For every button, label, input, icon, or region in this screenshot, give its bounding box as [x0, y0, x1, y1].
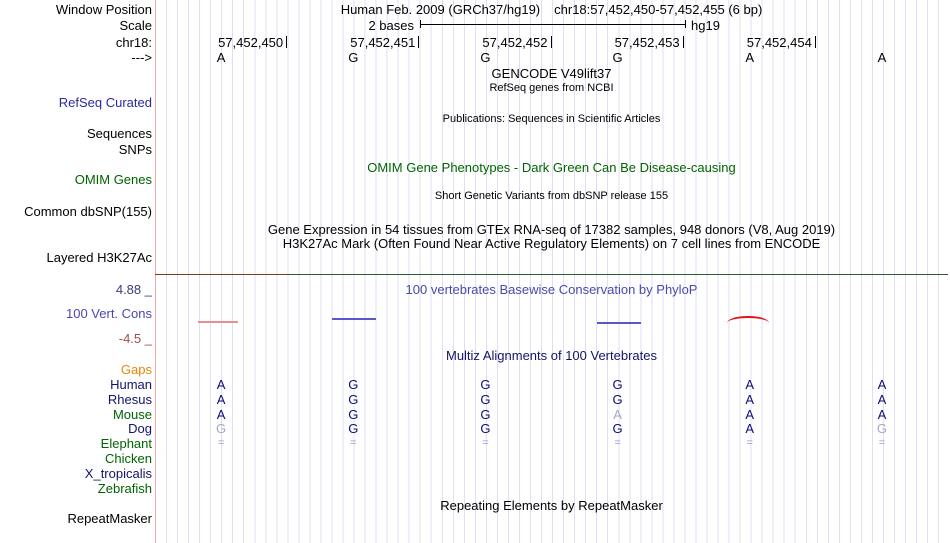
track-title-h3k27ac[interactable]: H3K27Ac Mark (Often Found Near Active Re… [282, 236, 821, 251]
sequence-base: G [612, 50, 623, 65]
alignment-base: G [480, 392, 491, 407]
position-header: Human Feb. 2009 (GRCh37/hg19) chr18:57,45… [155, 2, 948, 17]
alignment-base: G [216, 421, 227, 436]
alignment-base: A [745, 421, 755, 436]
track-title-repeatmasker[interactable]: Repeating Elements by RepeatMasker [440, 498, 663, 513]
alignment-gap-marker: = [878, 437, 886, 449]
alignment-gap-marker: = [746, 437, 753, 449]
track-title-gtex[interactable]: Gene Expression in 54 tissues from GTEx … [267, 222, 836, 237]
alignment-base: G [348, 377, 359, 392]
track-label-sequences[interactable]: Sequences [86, 126, 152, 141]
sequence-base: G [480, 50, 491, 65]
track-label-refseq-curated[interactable]: RefSeq Curated [58, 95, 152, 110]
ruler-tick [682, 36, 684, 48]
species-label-mouse[interactable]: Mouse [112, 406, 152, 422]
alignment-base: G [480, 421, 491, 436]
ruler-position-label: 57,452,452 [482, 35, 548, 50]
alignment-base: G [612, 421, 623, 436]
track-label-layered-h3k27ac[interactable]: Layered H3K27Ac [46, 250, 152, 265]
scale-value-label: 2 bases [368, 18, 414, 33]
h3k27ac-baseline [155, 274, 288, 275]
alignment-base: G [348, 421, 359, 436]
h3k27ac-baseline [288, 274, 948, 275]
ruler-position-label: 57,452,450 [218, 35, 284, 50]
species-label-human[interactable]: Human [110, 377, 152, 392]
alignment-base: G [348, 392, 359, 407]
alignment-base: A [216, 377, 226, 392]
alignment-base: A [877, 392, 887, 407]
conservation-flat-mark [332, 318, 376, 320]
sequence-base: A [216, 50, 226, 65]
alignment-gap-marker: = [350, 437, 357, 449]
alignment-base: G [348, 406, 359, 422]
alignment-gap-marker: = [482, 437, 489, 449]
alignment-base: G [876, 421, 887, 436]
position-range: chr18:57,452,450-57,452,455 (6 bp) [554, 2, 763, 17]
species-label-zebrafish[interactable]: Zebrafish [97, 480, 152, 496]
strand-direction-label: ---> [131, 50, 152, 65]
species-label-dog[interactable]: Dog [128, 421, 152, 436]
species-label-elephant[interactable]: Elephant [100, 436, 152, 451]
genome-version-label: hg19 [691, 18, 720, 33]
track-label-gaps[interactable]: Gaps [120, 362, 152, 377]
ruler-position-label: 57,452,451 [350, 35, 416, 50]
ruler-tick [550, 36, 552, 48]
alignment-base: A [877, 377, 887, 392]
sequence-base: G [348, 50, 359, 65]
track-title-publications[interactable]: Publications: Sequences in Scientific Ar… [442, 113, 661, 125]
track-title-omim[interactable]: OMIM Gene Phenotypes - Dark Green Can Be… [367, 160, 736, 175]
sequence-base: A [745, 50, 755, 65]
track-subtitle-gencode[interactable]: RefSeq genes from NCBI [489, 82, 614, 94]
alignment-base: G [612, 377, 623, 392]
chrom-label: chr18: [115, 35, 152, 50]
scale-label: Scale [119, 18, 152, 33]
alignment-base: A [745, 377, 755, 392]
track-label-repeatmasker[interactable]: RepeatMasker [67, 511, 152, 526]
conservation-max-value-label: 4.88 _ [115, 282, 152, 297]
ruler-position-label: 57,452,454 [746, 35, 812, 50]
ruler-tick [418, 36, 420, 48]
track-title-conservation[interactable]: 100 vertebrates Basewise Conservation by… [405, 282, 698, 297]
species-label-chicken[interactable]: Chicken [105, 450, 152, 466]
alignment-base: G [480, 377, 491, 392]
ruler-position-label: 57,452,453 [614, 35, 680, 50]
alignment-base: A [745, 406, 755, 422]
track-title-gencode[interactable]: GENCODE V49lift37 [491, 66, 612, 81]
species-label-x_tropicalis[interactable]: X_tropicalis [84, 465, 152, 481]
alignment-base: G [480, 406, 491, 422]
species-label-rhesus[interactable]: Rhesus [107, 392, 152, 407]
conservation-arc-mark [727, 316, 769, 323]
alignment-base: A [745, 392, 755, 407]
track-title-multiz[interactable]: Multiz Alignments of 100 Vertebrates [445, 348, 657, 363]
alignment-base: A [613, 406, 622, 422]
sequence-base: A [877, 50, 887, 65]
conservation-flat-mark [597, 322, 641, 324]
conservation-flat-mark [198, 321, 238, 323]
window-position-label: Window Position [55, 2, 152, 17]
track-title-dbsnp[interactable]: Short Genetic Variants from dbSNP releas… [434, 190, 669, 202]
track-label-common-dbsnp[interactable]: Common dbSNP(155) [24, 204, 152, 219]
track-grid [155, 0, 949, 543]
alignment-gap-marker: = [217, 437, 225, 449]
track-label-100-vert-cons[interactable]: 100 Vert. Cons [66, 306, 152, 321]
alignment-base: A [216, 406, 226, 422]
track-left-border [155, 0, 156, 543]
ruler-tick [814, 36, 816, 48]
scale-bar [420, 20, 686, 28]
assembly-name: Human Feb. 2009 (GRCh37/hg19) [340, 2, 541, 17]
ruler-tick [286, 36, 288, 48]
alignment-base: A [877, 406, 887, 422]
track-label-omim-genes[interactable]: OMIM Genes [74, 172, 152, 187]
alignment-base: G [612, 392, 623, 407]
conservation-min-value-label: -4.5 _ [118, 331, 152, 346]
track-label-snps[interactable]: SNPs [118, 142, 152, 157]
alignment-base: A [216, 392, 226, 407]
alignment-gap-marker: = [614, 437, 621, 449]
